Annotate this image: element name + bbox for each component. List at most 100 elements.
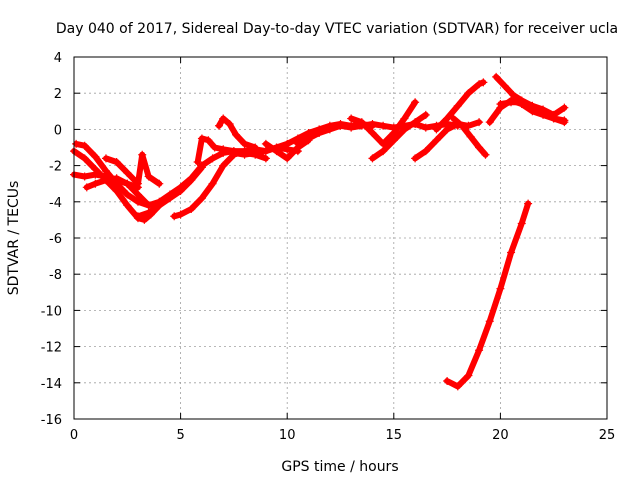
data-point: [400, 125, 409, 134]
data-point: [507, 248, 516, 257]
data-point: [112, 174, 121, 183]
y-tick-label: -8: [49, 268, 62, 283]
data-point: [155, 179, 164, 188]
series-band: [216, 115, 259, 151]
data-point: [449, 114, 458, 123]
data-point: [443, 125, 452, 134]
data-point: [539, 105, 548, 114]
y-axis-label: SDTVAR / TECUs: [6, 181, 22, 296]
data-point: [368, 129, 377, 138]
data-point: [560, 118, 569, 127]
series-arc-16: [432, 78, 488, 134]
series-arc-20: [496, 98, 569, 119]
data-point: [144, 172, 153, 181]
data-point: [325, 125, 334, 134]
x-tick-label: 5: [176, 428, 184, 443]
data-point: [91, 170, 100, 179]
data-point: [347, 123, 356, 132]
data-point: [193, 157, 202, 166]
data-point: [210, 143, 219, 152]
data-point: [144, 208, 153, 217]
data-point: [379, 121, 388, 130]
data-point: [176, 186, 185, 195]
data-point: [197, 194, 206, 203]
data-point: [368, 119, 377, 128]
data-point: [170, 212, 179, 221]
data-point: [229, 148, 238, 157]
data-point: [138, 150, 147, 159]
data-point: [214, 121, 223, 130]
y-tick-label: -2: [49, 160, 62, 175]
data-point: [123, 179, 132, 188]
y-tick-label: -16: [41, 413, 62, 428]
data-point: [123, 190, 132, 199]
series-arc-9: [214, 114, 260, 152]
series-arc-19: [492, 72, 569, 127]
y-tick-label: 0: [54, 123, 62, 138]
data-point: [411, 154, 420, 163]
data-point: [225, 119, 234, 128]
data-point: [411, 98, 420, 107]
data-point: [261, 139, 270, 148]
data-point: [400, 114, 409, 123]
data-point: [443, 376, 452, 385]
x-tick-label: 20: [492, 428, 509, 443]
series-band: [294, 121, 461, 147]
data-point: [507, 98, 516, 107]
data-point: [133, 212, 142, 221]
data-point: [82, 183, 91, 192]
data-point: [475, 346, 484, 355]
data-point: [197, 163, 206, 172]
data-point: [517, 98, 526, 107]
data-point: [379, 139, 388, 148]
data-point: [261, 147, 270, 156]
series-band: [71, 148, 163, 223]
series-arc-14: [368, 110, 430, 163]
series-arc-4: [82, 174, 153, 210]
data-point: [123, 168, 132, 177]
data-point: [72, 139, 81, 148]
series-arc-13: [347, 98, 420, 148]
data-point: [389, 129, 398, 138]
data-point: [112, 157, 121, 166]
data-point: [91, 152, 100, 161]
data-point: [80, 154, 89, 163]
data-point: [80, 172, 89, 181]
data-point: [165, 194, 174, 203]
data-point: [560, 103, 569, 112]
data-point: [204, 136, 213, 145]
y-tick-label: -4: [49, 196, 62, 211]
data-point: [453, 382, 462, 391]
x-tick-label: 25: [599, 428, 616, 443]
data-point: [133, 190, 142, 199]
data-point: [293, 139, 302, 148]
data-point: [240, 150, 249, 159]
data-point: [492, 72, 501, 81]
data-point: [208, 154, 217, 163]
data-point: [475, 118, 484, 127]
data-point: [485, 317, 494, 326]
data-point: [389, 136, 398, 145]
x-axis-label: GPS time / hours: [281, 459, 398, 475]
data-point: [144, 201, 153, 210]
data-point: [219, 114, 228, 123]
series-band: [369, 111, 429, 162]
data-point: [261, 154, 270, 163]
y-tick-label: -6: [49, 232, 62, 247]
data-point: [496, 284, 505, 293]
series-layer: [70, 72, 569, 391]
series-arc-21: [443, 199, 533, 391]
data-point: [272, 147, 281, 156]
tick-marks: [73, 56, 608, 420]
data-point: [475, 80, 484, 89]
data-point: [481, 150, 490, 159]
data-point: [133, 197, 142, 206]
data-point: [187, 205, 196, 214]
data-point: [283, 139, 292, 148]
data-point: [187, 176, 196, 185]
data-point: [528, 101, 537, 110]
data-point: [315, 129, 324, 138]
data-point: [357, 118, 366, 127]
data-point: [197, 134, 206, 143]
